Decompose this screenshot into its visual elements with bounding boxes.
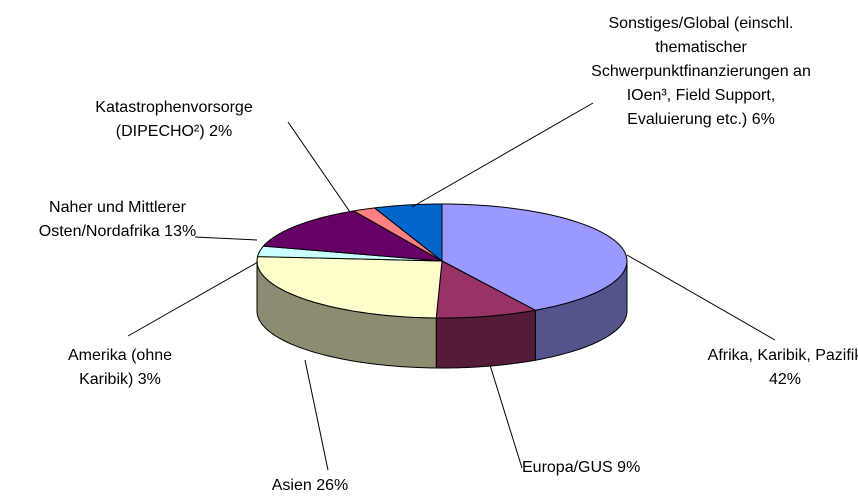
slice-label: Afrika, Karibik, Pazifik 42% [700,344,858,392]
value-label: 9% [617,459,641,476]
leader-line [287,121,351,213]
slice [441,203,628,311]
leader-line [127,261,259,337]
slice-label: Asien 26% [240,474,380,498]
value-label: 42% [768,371,802,388]
category-name: Afrika, Karibik, Pazifik [707,347,858,364]
slice [435,260,537,319]
category-name: Asien [271,477,312,494]
leader-line [489,364,523,469]
slice [262,210,443,262]
category-name: Europa/GUS [522,459,613,476]
value-label: 3% [137,371,161,388]
leader-line [304,359,329,471]
leader-line [194,236,258,241]
value-label: 6% [751,111,775,128]
slice [352,207,443,262]
category-name: Amerika (ohne Karibik) [67,347,173,388]
value-label: 2% [209,123,233,140]
slice-label: Amerika (ohne Karibik) 3% [40,344,200,392]
slice [373,203,443,263]
leader-line [411,102,594,208]
slice-label: Europa/GUS 9% [522,456,702,480]
category-name: Katastrophenvorsorge (DIPECHO²) [95,99,253,140]
slice-label: Naher und Mittlerer Osten/Nordafrika 13% [5,196,230,244]
leader-line [626,254,776,341]
category-name: Sonstiges/Global (einschl. thematischer … [591,15,811,128]
slice [256,256,443,319]
slice-label: Sonstiges/Global (einschl. thematischer … [590,12,812,132]
value-label: 26% [316,477,349,494]
slice-label: Katastrophenvorsorge (DIPECHO²) 2% [68,96,280,144]
category-name: Naher und Mittlerer Osten/Nordafrika [38,199,186,240]
value-label: 13% [164,223,197,240]
slice-side [435,309,536,369]
